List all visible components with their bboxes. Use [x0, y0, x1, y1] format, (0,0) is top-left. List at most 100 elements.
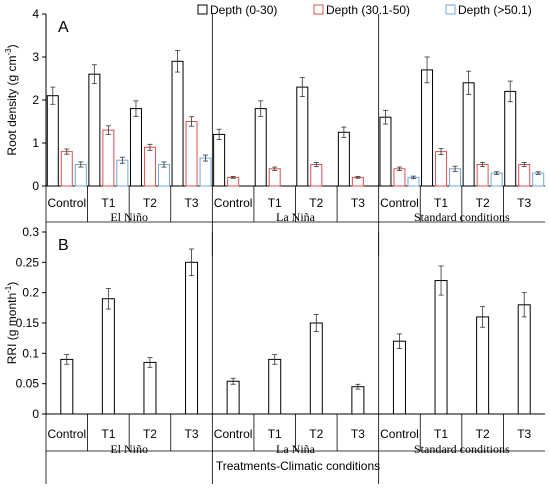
legend-label: Depth (>50.1) [458, 3, 532, 17]
y-tick-label: 0.15 [16, 316, 40, 330]
bar-1 [462, 82, 475, 187]
bar-1 [434, 280, 448, 415]
panel-b: B 0 0.05 0.1 0.15 0.2 0.25 0.3 RRI (g month-1) Co… [4, 225, 545, 484]
bar-1 [101, 298, 115, 415]
bar-1 [476, 316, 490, 415]
bar-3 [490, 172, 503, 187]
bar-1 [421, 69, 434, 187]
group-label: Standard conditions [414, 442, 510, 456]
category-label: T3 [517, 427, 531, 441]
bar-2 [143, 146, 156, 187]
bar-2 [60, 151, 73, 187]
category-label: T3 [517, 196, 531, 210]
y-axis-label: Root density (g cm-3) [4, 44, 19, 155]
category-label: T2 [476, 427, 490, 441]
bar-1 [226, 380, 240, 415]
bar-2 [185, 121, 198, 187]
bar-1 [60, 358, 74, 415]
category-label: Control [47, 196, 86, 210]
legend-label: Depth (0-30) [210, 3, 277, 17]
y-axis-label: RRI (g month-1) [4, 282, 19, 364]
bar-2 [227, 176, 240, 187]
bar-2 [435, 151, 448, 187]
bar-1 [143, 361, 157, 415]
bar-1 [309, 322, 323, 415]
bar-1 [379, 116, 392, 187]
y-tick-label: 0.05 [16, 377, 40, 391]
category-label: T1 [434, 196, 448, 210]
group-label: El Niño [110, 210, 148, 224]
legend: Depth (0-30) Depth (30.1-50) Depth (>50.1) [197, 3, 532, 17]
category-label: T2 [143, 427, 157, 441]
bar-3 [74, 164, 87, 187]
legend-swatch [445, 4, 456, 15]
bar-2 [268, 168, 281, 187]
category-label: T3 [351, 196, 365, 210]
category-label: Control [214, 427, 253, 441]
y-tick-label: 2 [32, 93, 39, 107]
bar-1 [268, 358, 282, 415]
bar-1 [185, 261, 199, 415]
bar-3 [157, 164, 170, 187]
category-label: Control [380, 196, 419, 210]
bar-1 [254, 108, 267, 187]
group-label: El Niño [110, 442, 148, 456]
bar-1 [351, 386, 365, 415]
panel-a: A 0 1 2 3 4 Root density (g cm-3) Control T1 T2 T3… [4, 3, 545, 256]
category-label: T2 [476, 196, 490, 210]
category-label: T2 [309, 427, 323, 441]
bar-1 [46, 95, 59, 187]
y-tick-label: 1 [32, 136, 39, 150]
y-axis-label-tail: ) [5, 282, 19, 286]
y-axis-label-sup: -3 [4, 48, 13, 56]
bar-1 [129, 108, 142, 187]
y-axis-label-sup: -1 [4, 285, 13, 293]
category-label: T1 [434, 427, 448, 441]
y-tick-label: 0 [32, 179, 39, 193]
bar-2 [102, 129, 115, 187]
bar-1 [337, 131, 350, 187]
category-label: T2 [309, 196, 323, 210]
category-label: T3 [185, 196, 199, 210]
y-tick-label: 0.25 [16, 255, 40, 269]
bar-3 [199, 157, 212, 187]
group-label: La Niña [276, 210, 316, 224]
bar-1 [171, 60, 184, 187]
bar-2 [518, 164, 531, 187]
category-label: T1 [268, 427, 282, 441]
panel-label: B [58, 237, 69, 254]
y-tick-label: 4 [32, 7, 39, 21]
x-axis-title: Treatments-Climatic conditions [216, 459, 380, 473]
group-label: La Niña [276, 442, 316, 456]
panel-label: A [58, 19, 69, 36]
bar-2 [310, 164, 323, 187]
category-label: T2 [143, 196, 157, 210]
y-tick-label: 0 [32, 407, 39, 421]
category-label: T3 [185, 427, 199, 441]
y-tick-label: 3 [32, 50, 39, 64]
bar-2 [351, 176, 364, 187]
category-label: T3 [351, 427, 365, 441]
category-label: T1 [101, 196, 115, 210]
group-label: Standard conditions [414, 210, 510, 224]
category-label: Control [214, 196, 253, 210]
y-tick-label: 0.2 [22, 286, 39, 300]
y-tick-label: 0.3 [22, 225, 39, 239]
y-tick-label: 0.1 [22, 346, 39, 360]
bar-1 [296, 86, 309, 187]
category-label: T1 [101, 427, 115, 441]
bar-2 [393, 168, 406, 187]
bar-3 [532, 172, 545, 187]
y-axis-label-main: RRI (g month [5, 293, 19, 364]
y-axis-label-main: Root density (g cm [5, 56, 19, 156]
legend-label: Depth (30.1-50) [326, 3, 410, 17]
category-label: Control [380, 427, 419, 441]
category-label: Control [47, 427, 86, 441]
y-axis-label-tail: ) [5, 44, 19, 48]
legend-swatch [313, 4, 324, 15]
bar-1 [504, 90, 517, 187]
legend-swatch [197, 4, 208, 15]
bar-1 [213, 133, 226, 187]
bar-1 [517, 304, 531, 415]
